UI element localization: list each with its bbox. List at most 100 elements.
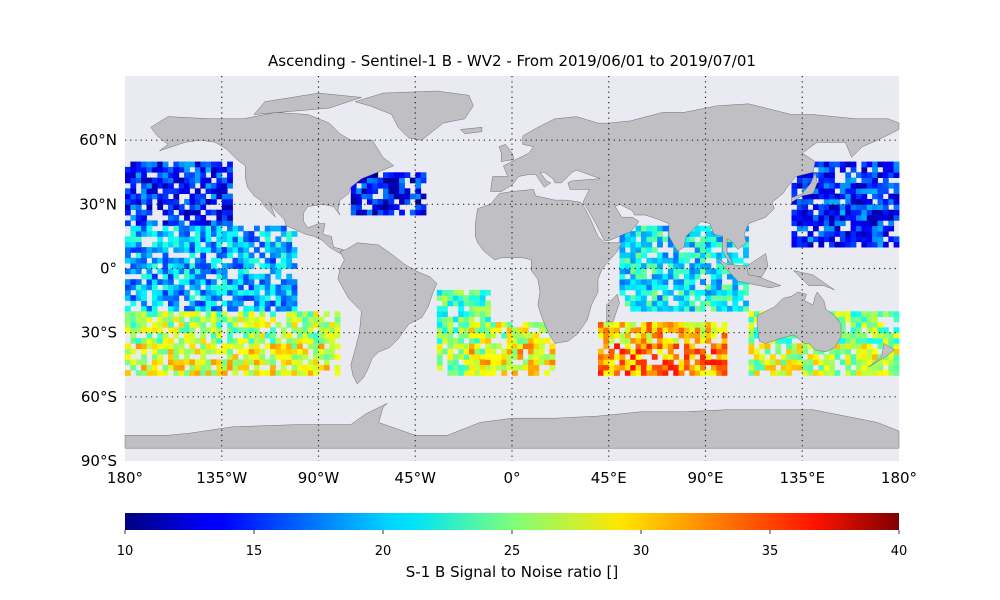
snr-cell: [834, 193, 841, 200]
land-masses: [124, 90, 900, 449]
snr-cell: [297, 311, 303, 317]
snr-cell: [657, 284, 663, 291]
snr-cell: [641, 359, 647, 366]
snr-cell: [323, 354, 330, 360]
snr-cell: [485, 364, 491, 371]
snr-cell: [678, 322, 685, 328]
snr-cell: [141, 182, 147, 189]
snr-cell: [275, 322, 282, 328]
snr-cell: [442, 338, 448, 344]
snr-cell: [641, 295, 647, 301]
snr-cell: [200, 370, 207, 376]
snr-cell: [694, 241, 701, 248]
snr-cell: [732, 257, 739, 264]
lat-tick-label: 0°: [100, 260, 117, 278]
snr-cell: [372, 172, 379, 178]
snr-cell: [157, 241, 164, 248]
snr-cell: [662, 273, 669, 280]
snr-cell: [845, 316, 852, 323]
snr-cell: [818, 172, 825, 178]
snr-cell: [194, 177, 201, 184]
snr-cell: [630, 322, 637, 328]
snr-cell: [291, 263, 298, 269]
snr-cell: [657, 252, 663, 259]
snr-cell: [694, 322, 701, 328]
snr-cell: [501, 364, 508, 371]
snr-cell: [291, 279, 298, 285]
snr-cell: [125, 172, 131, 178]
snr-cell: [651, 364, 658, 371]
snr-cell: [248, 354, 255, 360]
snr-cell: [791, 354, 798, 360]
snr-cell: [517, 327, 524, 333]
snr-cell: [882, 225, 889, 232]
snr-cell: [157, 199, 164, 205]
snr-cell: [598, 322, 604, 328]
snr-cell: [372, 209, 379, 216]
snr-cell: [141, 354, 147, 360]
snr-cell: [705, 268, 712, 275]
snr-cell: [796, 364, 803, 371]
snr-cell: [280, 241, 287, 248]
snr-cell: [791, 364, 798, 371]
snr-cell: [845, 348, 852, 355]
snr-cell: [791, 199, 798, 205]
snr-cell: [882, 199, 889, 205]
snr-cell: [850, 215, 857, 221]
snr-cell: [630, 252, 637, 259]
snr-cell: [823, 199, 830, 205]
snr-cell: [684, 295, 690, 301]
snr-cell: [184, 172, 190, 178]
snr-cell: [624, 252, 631, 259]
snr-cell: [286, 236, 293, 243]
snr-cell: [877, 220, 884, 227]
snr-cell: [641, 284, 647, 291]
snr-cell: [861, 241, 868, 248]
snr-cell: [216, 364, 223, 371]
snr-cell: [388, 182, 395, 189]
snr-cell: [829, 364, 835, 371]
snr-cell: [151, 327, 158, 333]
snr-cell: [893, 354, 900, 360]
snr-cell: [227, 354, 233, 360]
snr-cell: [248, 263, 255, 269]
snr-cell: [888, 193, 895, 200]
snr-cell: [248, 322, 255, 328]
snr-cell: [135, 225, 142, 232]
snr-cell: [710, 289, 717, 296]
snr-cell: [861, 182, 868, 189]
snr-cell: [479, 359, 486, 366]
snr-cell: [248, 348, 255, 355]
snr-cell: [700, 241, 706, 248]
snr-cell: [173, 199, 180, 205]
snr-cell: [157, 322, 164, 328]
snr-cell: [216, 322, 223, 328]
lon-tick-label: 45°E: [591, 469, 627, 487]
snr-cell: [141, 322, 147, 328]
snr-cell: [823, 209, 830, 216]
snr-cell: [141, 284, 147, 291]
snr-cell: [383, 209, 389, 216]
snr-cell: [436, 295, 443, 301]
snr-cell: [264, 295, 271, 301]
snr-cell: [721, 327, 728, 333]
snr-cell: [872, 220, 878, 227]
snr-cell: [141, 289, 147, 296]
snr-cell: [157, 348, 164, 355]
snr-cell: [463, 354, 470, 360]
snr-cell: [264, 332, 271, 339]
snr-cell: [211, 209, 217, 216]
snr-cell: [211, 370, 217, 376]
snr-cell: [641, 364, 647, 371]
snr-cell: [232, 231, 239, 237]
snr-cell: [227, 247, 233, 253]
snr-cell: [662, 370, 669, 376]
snr-cell: [286, 311, 293, 317]
snr-cell: [264, 370, 271, 376]
snr-cell: [603, 354, 610, 360]
snr-cell: [866, 231, 873, 237]
snr-cell: [205, 327, 212, 333]
snr-cell: [705, 263, 712, 269]
snr-cell: [635, 241, 642, 248]
snr-cell: [635, 338, 642, 344]
